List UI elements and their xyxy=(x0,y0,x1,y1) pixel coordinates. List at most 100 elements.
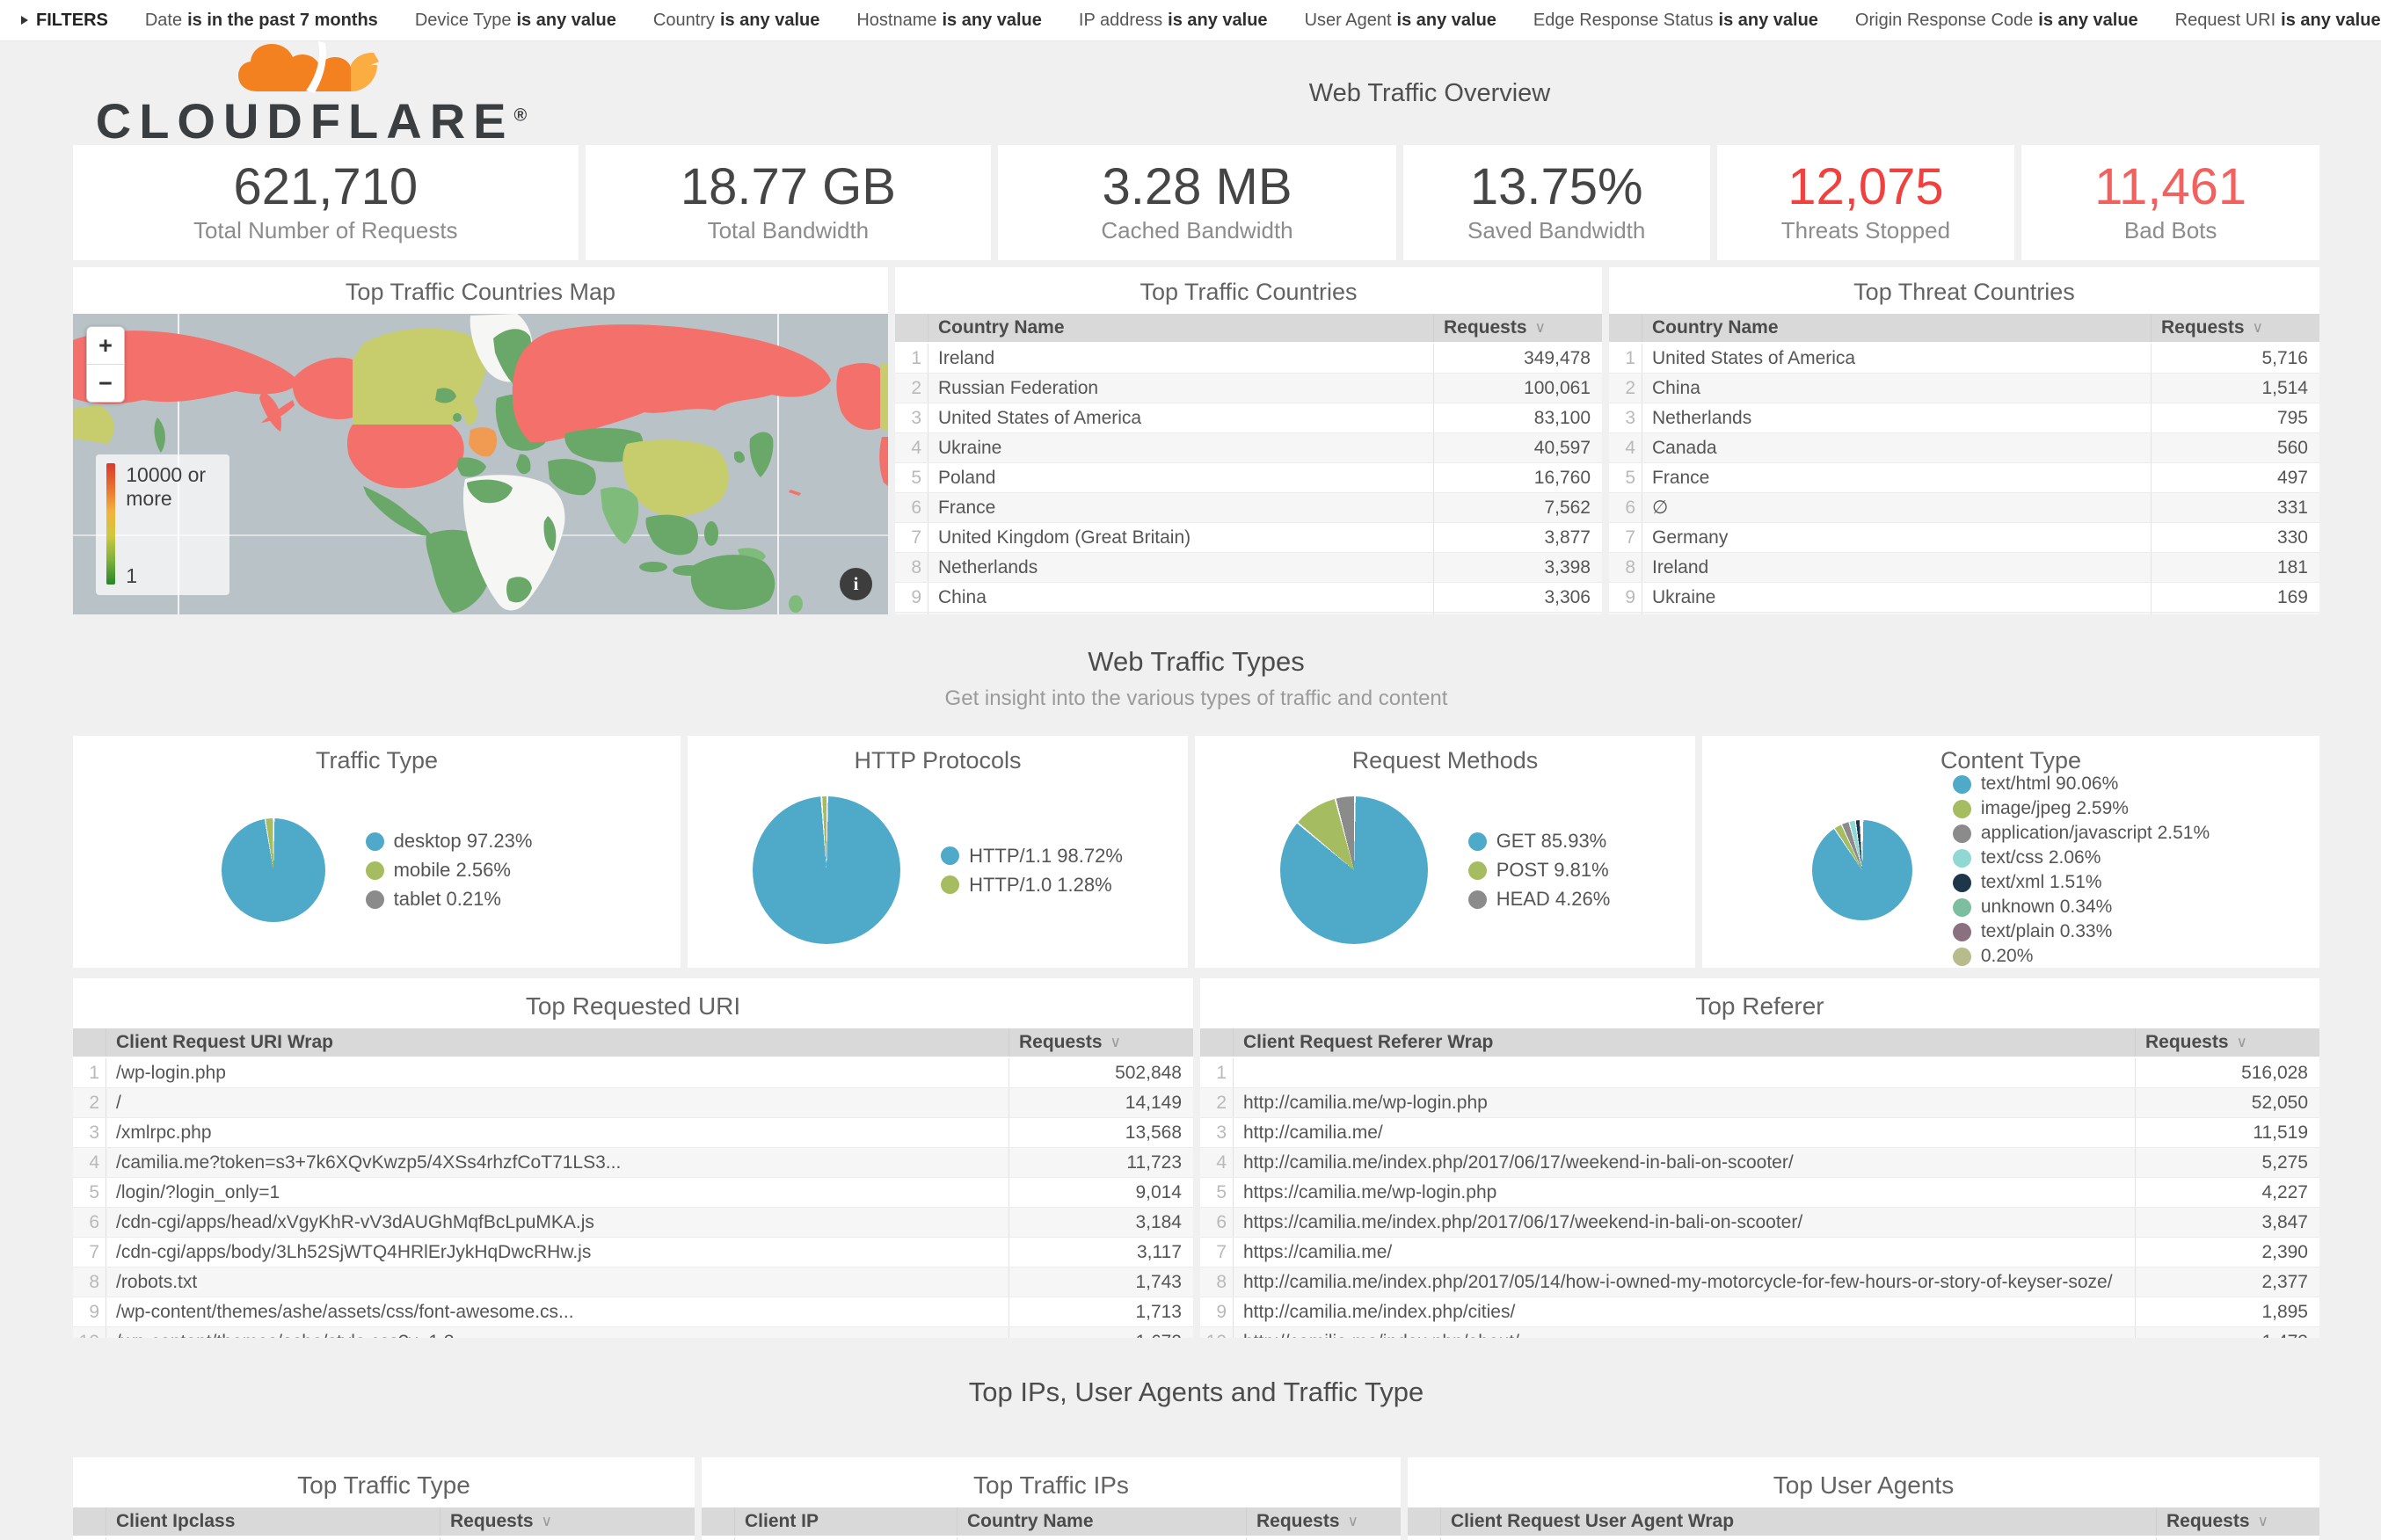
row-number: 10 xyxy=(895,613,928,614)
sort-desc-icon: ∨ xyxy=(2252,319,2263,336)
legend-item[interactable]: 0.20% xyxy=(1952,946,2210,967)
column-header[interactable]: Requests ∨ xyxy=(2156,1507,2319,1536)
legend-label: text/plain 0.33% xyxy=(1980,921,2113,941)
column-header[interactable]: Country Name xyxy=(938,317,1065,338)
legend-item[interactable]: text/plain 0.33% xyxy=(1952,921,2210,942)
request-methods-pie-chart[interactable] xyxy=(1279,796,1428,944)
column-header[interactable]: Requests ∨ xyxy=(1433,314,1602,342)
legend-swatch xyxy=(1952,947,1971,966)
legend-item[interactable]: HTTP/1.1 98.72% xyxy=(941,845,1123,868)
geo-row: Top Traffic Countries Map xyxy=(73,267,2319,614)
table-cell: 3,306 xyxy=(1433,583,1602,612)
world-map[interactable]: + − 10000 or more 1 i xyxy=(73,314,888,614)
legend-item[interactable]: tablet 0.21% xyxy=(365,888,533,911)
legend-item[interactable]: text/html 90.06% xyxy=(1952,774,2210,795)
filter-chip[interactable]: Device Type is any value xyxy=(415,11,616,31)
cloudflare-wordmark: CLOUDFLARE® xyxy=(95,93,528,149)
table-cell: Ireland xyxy=(1652,556,1709,578)
legend-swatch xyxy=(1467,832,1487,851)
table-cell: 497 xyxy=(2151,463,2319,492)
table-cell: 11,519 xyxy=(2135,1118,2319,1147)
row-number: 7 xyxy=(1609,523,1642,552)
traffic-type-pie-chart[interactable] xyxy=(221,818,325,922)
row-number: 8 xyxy=(895,553,928,582)
legend-item[interactable]: image/jpeg 2.59% xyxy=(1952,798,2210,819)
row-number: 8 xyxy=(1609,553,1642,582)
filter-condition: is in the past 7 months xyxy=(187,10,378,30)
legend-item[interactable]: text/css 2.06% xyxy=(1952,847,2210,868)
legend-item[interactable]: mobile 2.56% xyxy=(365,859,533,882)
table-row: 8 Ireland 181 xyxy=(1609,553,2319,583)
http-protocols-pie-chart[interactable] xyxy=(753,796,901,944)
top-user-agents-table: Client Request User Agent Wrap Requests∨1… xyxy=(1408,1507,2319,1540)
table-row: 4 Canada 560 xyxy=(1609,433,2319,463)
legend-label: 0.20% xyxy=(1980,946,2034,966)
row-number: 8 xyxy=(73,1268,106,1297)
table-row: 2 http://camilia.me/wp-login.php 52,050 xyxy=(1200,1088,2319,1118)
table-cell: 16,760 xyxy=(1433,463,1602,492)
country-usa xyxy=(346,425,464,489)
legend-item[interactable]: desktop 97.23% xyxy=(365,830,533,853)
legend-label: desktop 97.23% xyxy=(393,830,533,852)
table-cell: https://camilia.me/wp-login.php xyxy=(1243,1181,1497,1202)
filter-chip[interactable]: Hostname is any value xyxy=(856,11,1042,31)
column-header[interactable]: Client Ipclass xyxy=(116,1511,236,1531)
filters-toggle[interactable]: FILTERS xyxy=(21,11,108,31)
legend-item[interactable]: unknown 0.34% xyxy=(1952,897,2210,918)
column-header[interactable]: Requests ∨ xyxy=(1246,1507,1401,1536)
filter-chip[interactable]: Date is in the past 7 months xyxy=(145,11,378,31)
country-china xyxy=(623,439,729,517)
content-type-pie-chart[interactable] xyxy=(1811,820,1912,920)
row-number: 3 xyxy=(1609,403,1642,432)
filter-chip[interactable]: IP address is any value xyxy=(1079,11,1268,31)
row-number-header xyxy=(1408,1507,1441,1536)
map-panel-title: Top Traffic Countries Map xyxy=(345,279,616,305)
table-cell: 795 xyxy=(2151,403,2319,432)
column-header[interactable]: Client Request URI Wrap xyxy=(116,1032,333,1052)
table-row: 1Mozilla/5.0 (Windows NT 6.1; WOW64; rv:… xyxy=(1408,1537,2319,1540)
row-number: 1 xyxy=(1200,1058,1234,1087)
table-cell: France xyxy=(1652,467,1710,488)
legend-label: HTTP/1.1 98.72% xyxy=(969,844,1123,867)
legend-item[interactable]: POST 9.81% xyxy=(1467,859,1611,882)
legend-item[interactable]: text/xml 1.51% xyxy=(1952,872,2210,893)
column-header[interactable]: Client Request User Agent Wrap xyxy=(1451,1511,1735,1531)
filter-chip[interactable]: Country is any value xyxy=(653,11,819,31)
map-zoom-in-button[interactable]: + xyxy=(98,331,113,359)
country-france xyxy=(469,427,497,457)
top-traffic-ips-title: Top Traffic IPs xyxy=(973,1471,1129,1499)
row-number: 1 xyxy=(1609,344,1642,373)
table-row: 6/cdn-cgi/apps/head/xVgyKhR-vV3dAUGhMqfB… xyxy=(73,1208,1193,1238)
legend-item[interactable]: HEAD 4.26% xyxy=(1467,888,1610,911)
table-header-row: Country Name Requests ∨ xyxy=(1609,314,2319,344)
column-header[interactable]: Requests ∨ xyxy=(2135,1028,2319,1057)
bottom-section-heading: Top IPs, User Agents and Traffic Type xyxy=(73,1338,2319,1457)
bottom-section-title: Top IPs, User Agents and Traffic Type xyxy=(968,1377,1424,1407)
column-header[interactable]: Requests ∨ xyxy=(1008,1028,1193,1057)
kpi-label: Cached Bandwidth xyxy=(1101,217,1293,244)
column-header[interactable]: Country Name xyxy=(957,1507,1246,1536)
row-number-header xyxy=(702,1507,735,1536)
column-header[interactable]: Requests ∨ xyxy=(440,1507,695,1536)
table-cell: 3,117 xyxy=(1008,1238,1193,1267)
table-cell: 52,050 xyxy=(2135,1088,2319,1117)
column-header[interactable]: Country Name xyxy=(1652,317,1779,338)
filter-chip[interactable]: Edge Response Status is any value xyxy=(1533,11,1818,31)
row-number: 2 xyxy=(1200,1088,1234,1117)
filter-chip[interactable]: User Agent is any value xyxy=(1305,11,1496,31)
column-header[interactable]: Requests ∨ xyxy=(2151,314,2319,342)
row-number: 1 xyxy=(895,344,928,373)
map-zoom-out-button[interactable]: − xyxy=(98,369,113,396)
column-header[interactable]: Client Request Referer Wrap xyxy=(1243,1032,1494,1052)
table-cell: 3,398 xyxy=(1433,553,1602,582)
legend-item[interactable]: GET 85.93% xyxy=(1467,830,1611,853)
content-type-title: Content Type xyxy=(1940,747,2082,774)
legend-item[interactable]: HTTP/1.0 1.28% xyxy=(941,874,1123,897)
filter-chip[interactable]: Request URI is any value xyxy=(2175,11,2381,31)
column-header[interactable]: Client IP xyxy=(745,1511,819,1531)
map-info-button[interactable]: i xyxy=(840,568,872,600)
table-row: 1/wp-login.php 502,848 xyxy=(73,1058,1193,1088)
legend-item[interactable]: application/javascript 2.51% xyxy=(1952,823,2210,844)
map-color-legend: 10000 or more 1 xyxy=(96,454,229,595)
filter-chip[interactable]: Origin Response Code is any value xyxy=(1855,11,2138,31)
